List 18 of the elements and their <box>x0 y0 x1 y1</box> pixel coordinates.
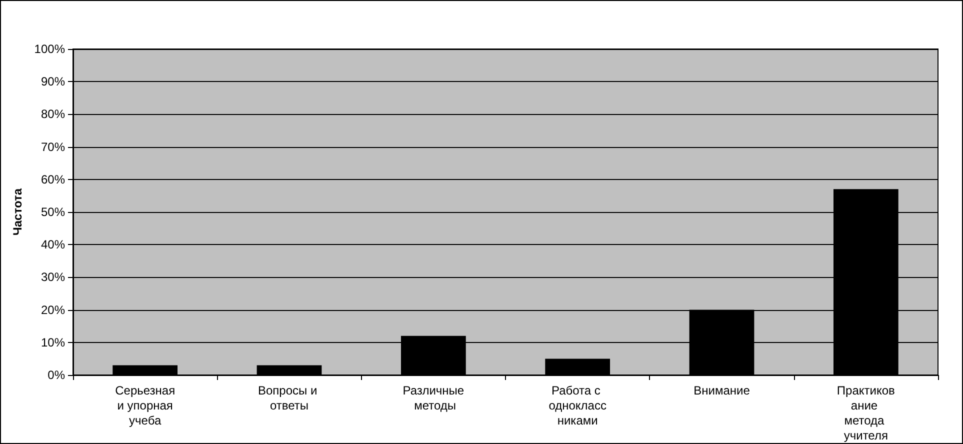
y-tick-label: 90% <box>40 74 66 89</box>
x-tick-label: Серьезная и упорная учеба <box>114 384 176 428</box>
x-tick-label: Практикование метода учителя <box>836 384 895 442</box>
y-tick-label: 60% <box>40 172 66 186</box>
y-tick-label: 80% <box>40 107 66 122</box>
x-tick-label: Вопросы и ответы <box>258 384 321 412</box>
y-axis-title: Частота <box>10 188 24 236</box>
x-tick-label: Внимание <box>694 384 750 398</box>
y-tick-label: 50% <box>40 205 66 219</box>
x-tick-label: Работа с одноклассниками <box>548 384 606 428</box>
y-tick-label: 40% <box>40 238 66 252</box>
y-tick-label: 10% <box>40 335 66 350</box>
y-tick-label: 100% <box>34 42 66 56</box>
y-tick-label: 30% <box>40 270 66 284</box>
x-tick-label: Различные методы <box>402 384 464 412</box>
y-tick-label: 20% <box>40 302 66 317</box>
y-tick-label: 70% <box>40 140 66 154</box>
y-tick-label: 0% <box>48 368 66 382</box>
